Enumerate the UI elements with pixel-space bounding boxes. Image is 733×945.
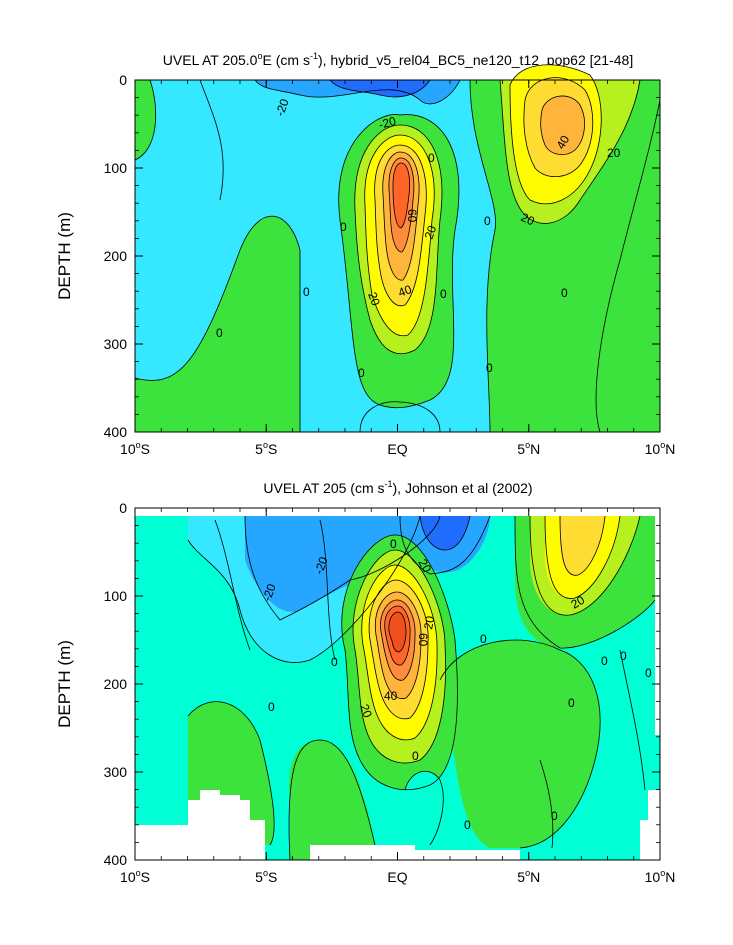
x-tick-label: 10oN: [645, 868, 676, 885]
p2-clabel: 0: [464, 818, 471, 832]
panel-model: UVEL AT 205.0oE (cm s-1), hybrid_v5_rel0…: [55, 51, 675, 457]
y-tick-label: 200: [104, 248, 128, 264]
x-tick-label: EQ: [387, 869, 407, 885]
p1-clabel: 0: [440, 287, 447, 301]
p2-contour-lines: [187, 515, 656, 861]
x-tick-label: 5oN: [517, 868, 540, 885]
x-tick-label: 5oN: [517, 440, 540, 457]
p1-contour-lines: [134, 64, 661, 433]
p2-clabel: 0: [331, 655, 338, 669]
p1-band-zero-south-bottom: [135, 380, 210, 432]
y-tick-label: 300: [104, 336, 128, 352]
p1-contour-labels: -20 -20 0 0 0 0 0 0 0 0 0 20 20 20 20 40…: [216, 97, 621, 380]
p2-clabel: 0: [390, 537, 397, 551]
p2-clabel: 0: [645, 666, 652, 680]
p1-clabel: 0: [216, 326, 223, 340]
p1-band-zero-left: [135, 216, 300, 432]
y-tick-label: 100: [104, 588, 128, 604]
p2-clabel: 20: [415, 557, 434, 576]
p1-clabel: 40: [396, 282, 414, 300]
y-tick-label: 400: [104, 852, 128, 868]
y-tick-label: 0: [119, 72, 127, 88]
p2-clabel: 0: [551, 809, 558, 823]
panel1-contour-plot: -20 -20 0 0 0 0 0 0 0 0 0 20 20 20 20 40…: [134, 64, 661, 433]
p2-clabel: 0: [480, 632, 487, 646]
p2-clabel: 20: [421, 615, 437, 631]
p1-clabel: 20: [365, 290, 383, 308]
p1-clabel: 0: [358, 366, 365, 380]
p2-band-zero-mid: [438, 640, 601, 848]
p1-clabel: 20: [519, 210, 537, 228]
p1-band-zero-left-top: [135, 80, 156, 160]
p1-clabel: -20: [273, 97, 292, 118]
panel2-contour-plot: -20 -20 20 0 0 0 0 0 0 0 0 0 0 0 20 20 2…: [135, 508, 660, 861]
x-tick-label: EQ: [387, 441, 407, 457]
panel-observed: UVEL AT 205 (cm s-1), Johnson et al (200…: [55, 479, 675, 885]
panel2-y-axis-label: DEPTH (m): [55, 640, 74, 728]
panel2-title: UVEL AT 205 (cm s-1), Johnson et al (200…: [263, 479, 532, 496]
p1-clabel: 0: [484, 214, 491, 228]
p2-band-zero-deep: [289, 740, 375, 860]
panel1-title: UVEL AT 205.0oE (cm s-1), hybrid_v5_rel0…: [163, 51, 633, 68]
p1-clabel: 0: [340, 220, 347, 234]
x-tick-label: 5oS: [255, 440, 277, 457]
y-tick-label: 200: [104, 676, 128, 692]
x-tick-label: 10oN: [645, 440, 676, 457]
p2-clabel: 20: [357, 702, 375, 720]
p1-band-60: [393, 163, 410, 228]
p2-band-30-nh: [560, 516, 605, 576]
p1-clabel: 40: [553, 133, 572, 152]
p2-band-neg30: [420, 516, 470, 550]
p1-clabel: 20: [422, 223, 440, 241]
p1-clabel: 0: [486, 361, 493, 375]
p1-clabel: 0: [428, 151, 435, 165]
p1-clabel: 60: [405, 209, 419, 223]
p1-clabel: -20: [377, 114, 398, 132]
p2-clabel: -20: [312, 555, 331, 576]
p2-clabel: 0: [568, 696, 575, 710]
p2-clabel: 0: [412, 749, 419, 763]
p2-clabel: 0: [601, 654, 608, 668]
p2-clabel: 20: [569, 593, 588, 612]
p1-clabel: 0: [561, 286, 568, 300]
p2-band-zero-south: [188, 701, 275, 845]
panel1-y-axis-label: DEPTH (m): [55, 212, 74, 300]
p2-clabel: 0: [620, 649, 627, 663]
x-tick-label: 5oS: [255, 868, 277, 885]
p1-band-neg30: [330, 80, 430, 97]
y-tick-label: 100: [104, 160, 128, 176]
p2-clabel: 60: [416, 633, 430, 647]
x-tick-label: 10oS: [120, 440, 150, 457]
p2-clabel: -20: [260, 582, 279, 603]
p2-contour-labels: -20 -20 20 0 0 0 0 0 0 0 0 0 0 0 20 20 2…: [260, 537, 652, 832]
p2-clabel: 0: [268, 700, 275, 714]
p1-band-40-nh: [540, 95, 585, 155]
x-tick-label: 10oS: [120, 868, 150, 885]
p1-clabel: 0: [303, 285, 310, 299]
p2-band-70: [388, 612, 406, 652]
p2-clabel: 40: [384, 689, 398, 703]
y-tick-label: 300: [104, 764, 128, 780]
p1-clabel: 20: [607, 146, 621, 160]
y-tick-label: 0: [119, 500, 127, 516]
y-tick-label: 400: [104, 424, 128, 440]
